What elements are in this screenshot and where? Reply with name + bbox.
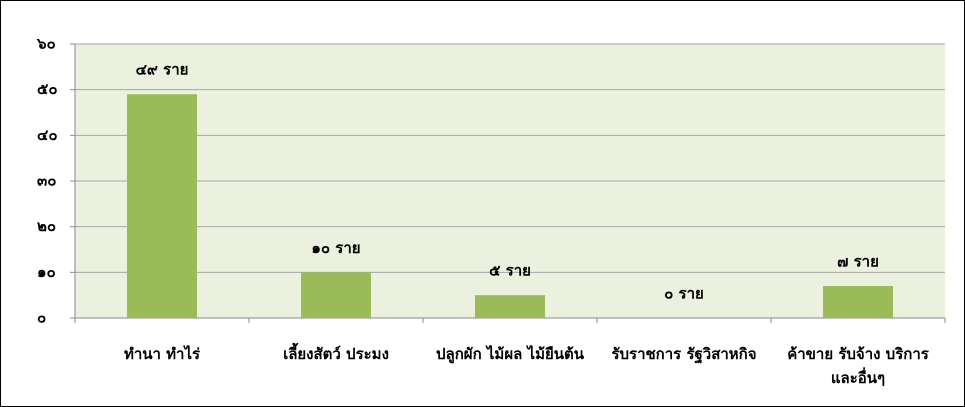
x-tick-label: ปลูกผัก ไม้ผล ไม้ยืนต้น xyxy=(436,345,584,363)
x-tick-label: เลี้ยงสัตว์ ประมง xyxy=(283,345,389,363)
x-tick-label: ทำนา ทำไร่ xyxy=(123,345,201,363)
y-tick-label: ๖๐ xyxy=(36,35,56,53)
x-tick-label: ค้าขาย รับจ้าง บริการ และอื่นๆ xyxy=(787,345,929,387)
bar xyxy=(823,286,893,318)
value-label: ๐ ราย xyxy=(664,285,704,303)
value-label: ๑๐ ราย xyxy=(311,239,360,257)
y-tick-label: ๒๐ xyxy=(37,217,56,235)
value-label: ๕ ราย xyxy=(489,262,531,280)
bar xyxy=(475,295,545,318)
x-tick-label: รับราชการ รัฐวิสาหกิจ xyxy=(611,345,757,363)
y-tick-label: ๐ xyxy=(37,309,46,327)
y-tick-label: ๔๐ xyxy=(37,126,58,144)
value-label: ๔๙ ราย xyxy=(136,61,189,79)
bar xyxy=(127,94,197,318)
y-tick-label: ๑๐ xyxy=(37,263,56,281)
value-label: ๗ ราย xyxy=(837,253,879,271)
y-tick-label: ๓๐ xyxy=(37,172,56,190)
bar xyxy=(301,272,371,318)
y-tick-label: ๕๐ xyxy=(37,80,58,98)
